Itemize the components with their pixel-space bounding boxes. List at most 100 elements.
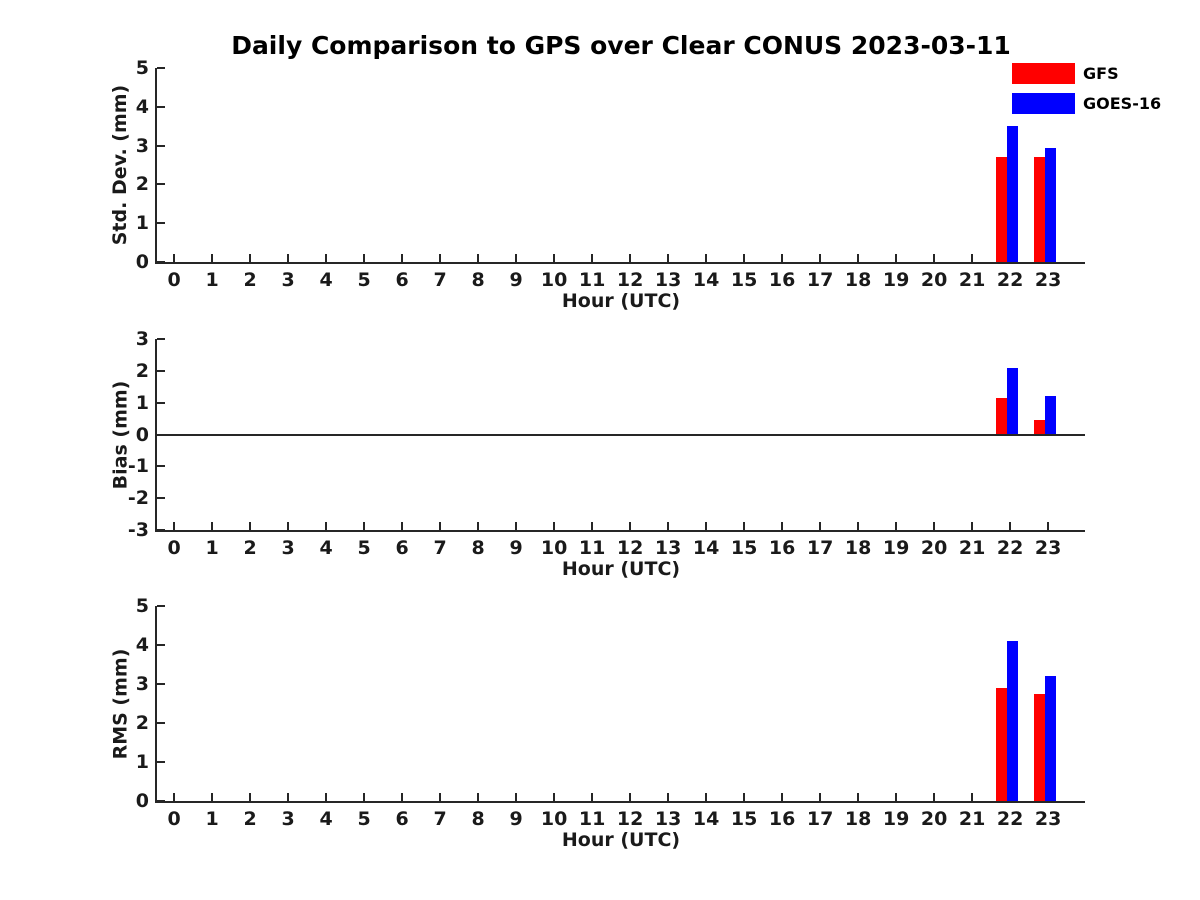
- x-tick-label: 18: [844, 808, 872, 830]
- x-tick-label: 0: [167, 537, 181, 559]
- x-tick: [705, 522, 708, 530]
- bar-gfs-h22: [996, 687, 1008, 801]
- y-tick: [157, 683, 165, 685]
- x-tick-label: 13: [654, 269, 682, 291]
- x-tick: [819, 254, 822, 262]
- y-tick: [157, 800, 165, 802]
- bar-gfs-h22: [996, 157, 1008, 262]
- legend-swatch-goes16: [1012, 93, 1075, 114]
- bar-goes16-h23: [1045, 396, 1057, 435]
- y-tick: [157, 497, 165, 500]
- x-tick-label: 9: [509, 537, 523, 559]
- x-tick-label: 23: [1034, 808, 1062, 830]
- y-tick-label: 5: [135, 57, 149, 79]
- x-tick: [325, 522, 328, 530]
- x-tick-label: 16: [768, 808, 796, 830]
- x-tick: [1047, 522, 1050, 530]
- y-tick: [157, 261, 165, 263]
- x-tick: [857, 793, 860, 801]
- x-tick-label: 6: [395, 537, 409, 559]
- x-tick: [629, 254, 632, 262]
- x-tick: [401, 793, 404, 801]
- x-tick-label: 22: [996, 537, 1024, 559]
- x-axis-label-hour-utc: Hour (UTC): [561, 290, 681, 312]
- y-tick: [157, 529, 165, 531]
- x-tick: [819, 522, 822, 530]
- x-tick-label: 1: [205, 808, 219, 830]
- x-tick: [743, 522, 746, 530]
- x-tick: [971, 522, 974, 530]
- x-axis-label-hour-utc: Hour (UTC): [561, 829, 681, 851]
- x-tick: [667, 522, 670, 530]
- x-tick: [895, 522, 898, 530]
- x-tick-label: 6: [395, 269, 409, 291]
- x-tick-label: 7: [433, 537, 447, 559]
- x-tick-label: 9: [509, 808, 523, 830]
- x-tick: [857, 522, 860, 530]
- x-tick-label: 15: [730, 269, 758, 291]
- x-tick-label: 11: [578, 537, 606, 559]
- x-tick: [287, 254, 290, 262]
- x-tick: [363, 793, 366, 801]
- bar-goes16-h23: [1045, 676, 1057, 801]
- y-tick: [157, 183, 165, 186]
- x-tick: [325, 254, 328, 262]
- x-tick: [401, 522, 404, 530]
- x-tick-label: 13: [654, 537, 682, 559]
- x-tick: [477, 254, 480, 262]
- y-tick: [157, 644, 165, 646]
- y-tick: [157, 369, 165, 372]
- x-tick: [895, 254, 898, 262]
- x-tick-label: 23: [1034, 269, 1062, 291]
- y-tick-label: 0: [135, 251, 149, 273]
- x-tick: [591, 793, 594, 801]
- x-tick-label: 20: [920, 537, 948, 559]
- x-tick-label: 16: [768, 537, 796, 559]
- x-tick-label: 19: [882, 537, 910, 559]
- y-tick: [157, 761, 165, 763]
- x-tick-label: 2: [243, 537, 257, 559]
- x-tick-label: 17: [806, 269, 834, 291]
- x-tick-label: 0: [167, 269, 181, 291]
- x-tick: [971, 793, 974, 801]
- x-tick-label: 12: [616, 808, 644, 830]
- x-tick: [629, 522, 632, 530]
- x-tick-label: 13: [654, 808, 682, 830]
- y-tick: [157, 67, 165, 69]
- x-tick: [173, 522, 176, 530]
- x-tick: [515, 522, 518, 530]
- x-tick: [933, 254, 936, 262]
- x-tick: [591, 254, 594, 262]
- y-tick-label: 0: [135, 423, 149, 446]
- x-tick: [401, 254, 404, 262]
- x-tick-label: 18: [844, 537, 872, 559]
- x-tick-label: 8: [471, 808, 485, 830]
- x-tick: [971, 254, 974, 262]
- y-tick: [157, 222, 165, 225]
- bar-goes16-h23: [1045, 147, 1057, 262]
- x-tick-label: 1: [205, 537, 219, 559]
- y-tick: [157, 605, 165, 607]
- zero-line: [157, 433, 1085, 436]
- legend-label-goes16: GOES-16: [1083, 94, 1162, 113]
- bar-gfs-h23: [1034, 693, 1046, 801]
- x-tick: [363, 254, 366, 262]
- x-tick: [553, 793, 556, 801]
- y-tick-label: 3: [135, 134, 149, 157]
- x-axis-label-hour-utc: Hour (UTC): [561, 558, 681, 580]
- y-tick-label: 3: [135, 673, 149, 695]
- y-tick-label: 4: [135, 634, 149, 656]
- x-tick-label: 15: [730, 808, 758, 830]
- x-tick: [591, 522, 594, 530]
- x-tick-label: 8: [471, 537, 485, 559]
- x-tick-label: 0: [167, 808, 181, 830]
- x-tick: [439, 254, 442, 262]
- x-tick: [477, 522, 480, 530]
- x-tick-label: 5: [357, 537, 371, 559]
- x-tick-label: 14: [692, 269, 720, 291]
- x-tick: [553, 522, 556, 530]
- x-tick-label: 21: [958, 808, 986, 830]
- y-tick-label: 1: [135, 212, 149, 235]
- y-tick-label: 2: [135, 712, 149, 734]
